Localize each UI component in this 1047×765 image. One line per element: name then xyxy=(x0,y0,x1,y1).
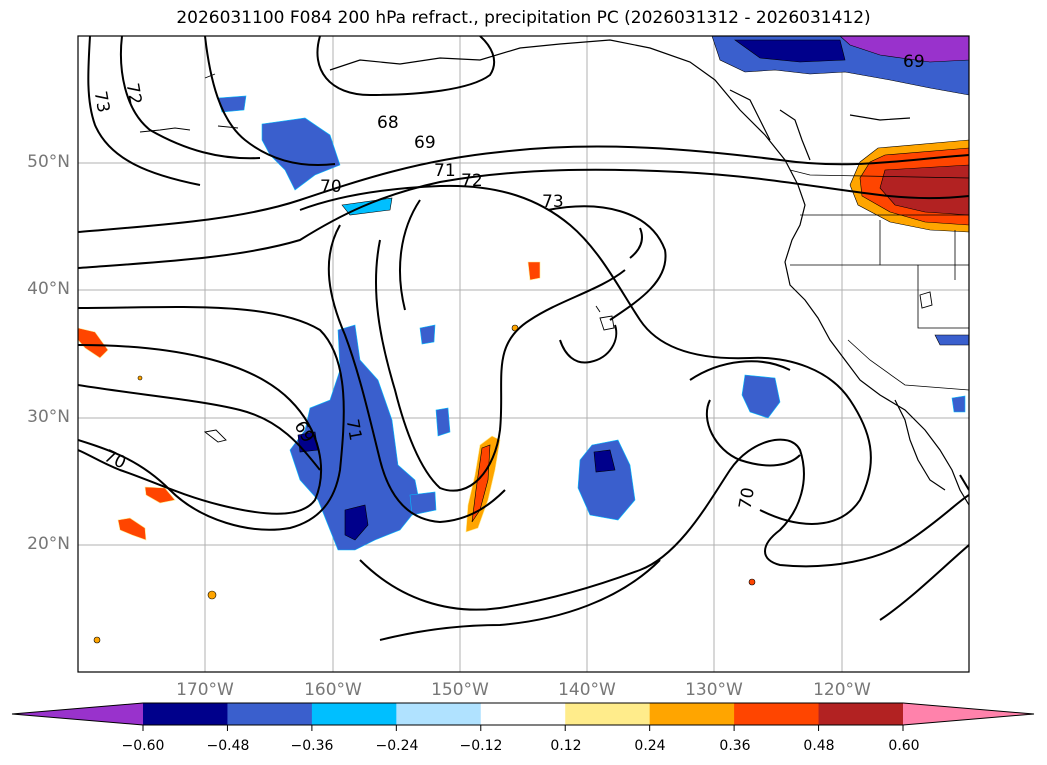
refractivity-contours xyxy=(78,36,969,641)
plot-frame xyxy=(77,35,970,673)
colorbar-extend-max xyxy=(903,703,1034,725)
lat-label-50n: 50°N xyxy=(27,152,70,172)
state-borders xyxy=(789,169,969,391)
lat-label-40n: 40°N xyxy=(27,279,70,299)
contour-label: 71 xyxy=(434,161,456,181)
lat-label-20n: 20°N xyxy=(27,534,70,554)
contour-label-group: 73 72 68 69 70 71 72 73 69 69 71 70 70 xyxy=(90,52,925,511)
colorbar-extend-min xyxy=(12,703,143,725)
colorbar-cell xyxy=(734,703,820,725)
colorbar-tick-label: −0.12 xyxy=(459,738,503,754)
contour-label: 71 xyxy=(342,418,365,443)
colorbar-cell xyxy=(818,703,904,725)
lon-label-140w: 140°W xyxy=(558,680,616,700)
colorbar-tick-label: 0.60 xyxy=(888,738,920,754)
contour-label: 69 xyxy=(414,133,436,153)
colorbar-cell xyxy=(143,703,228,725)
contour-label: 68 xyxy=(377,113,399,133)
colorbar-tick-label: −0.24 xyxy=(375,738,419,754)
lon-label-130w: 130°W xyxy=(685,680,743,700)
lon-label-160w: 160°W xyxy=(304,680,362,700)
map-title: 2026031100 F084 200 hPa refract., precip… xyxy=(176,8,871,28)
colorbar-tick-label: 0.24 xyxy=(634,738,666,754)
colorbar-cell xyxy=(565,703,651,725)
contour-label: 73 xyxy=(542,192,564,212)
colorbar-cell xyxy=(311,703,397,725)
colorbar-tick-label: 0.36 xyxy=(719,738,751,754)
colorbar-cell xyxy=(227,703,313,725)
contour-label: 70 xyxy=(320,177,342,197)
colorbar-cell xyxy=(480,703,566,725)
lon-label-170w: 170°W xyxy=(176,680,234,700)
precipitation-shading xyxy=(78,36,969,644)
contour-label: 72 xyxy=(461,171,483,191)
contour-label: 70 xyxy=(735,486,758,511)
colorbar xyxy=(11,702,1035,731)
lon-label-150w: 150°W xyxy=(431,680,489,700)
colorbar-tick-label: 0.12 xyxy=(550,738,582,754)
colorbar-tick-label: −0.36 xyxy=(290,738,334,754)
islands xyxy=(139,73,933,443)
contour-label: 69 xyxy=(903,52,925,72)
plot-area xyxy=(78,36,969,672)
contour-label: 73 xyxy=(90,90,113,115)
lat-label-30n: 30°N xyxy=(27,407,70,427)
gridlines xyxy=(78,36,969,672)
colorbar-tick-label: 0.48 xyxy=(803,738,835,754)
contour-label: 72 xyxy=(122,82,145,107)
colorbar-cell xyxy=(396,703,482,725)
lon-label-120w: 120°W xyxy=(813,680,871,700)
colorbar-cell xyxy=(649,703,735,725)
colorbar-tick-label: −0.60 xyxy=(121,738,165,754)
colorbar-tick-label: −0.48 xyxy=(206,738,250,754)
